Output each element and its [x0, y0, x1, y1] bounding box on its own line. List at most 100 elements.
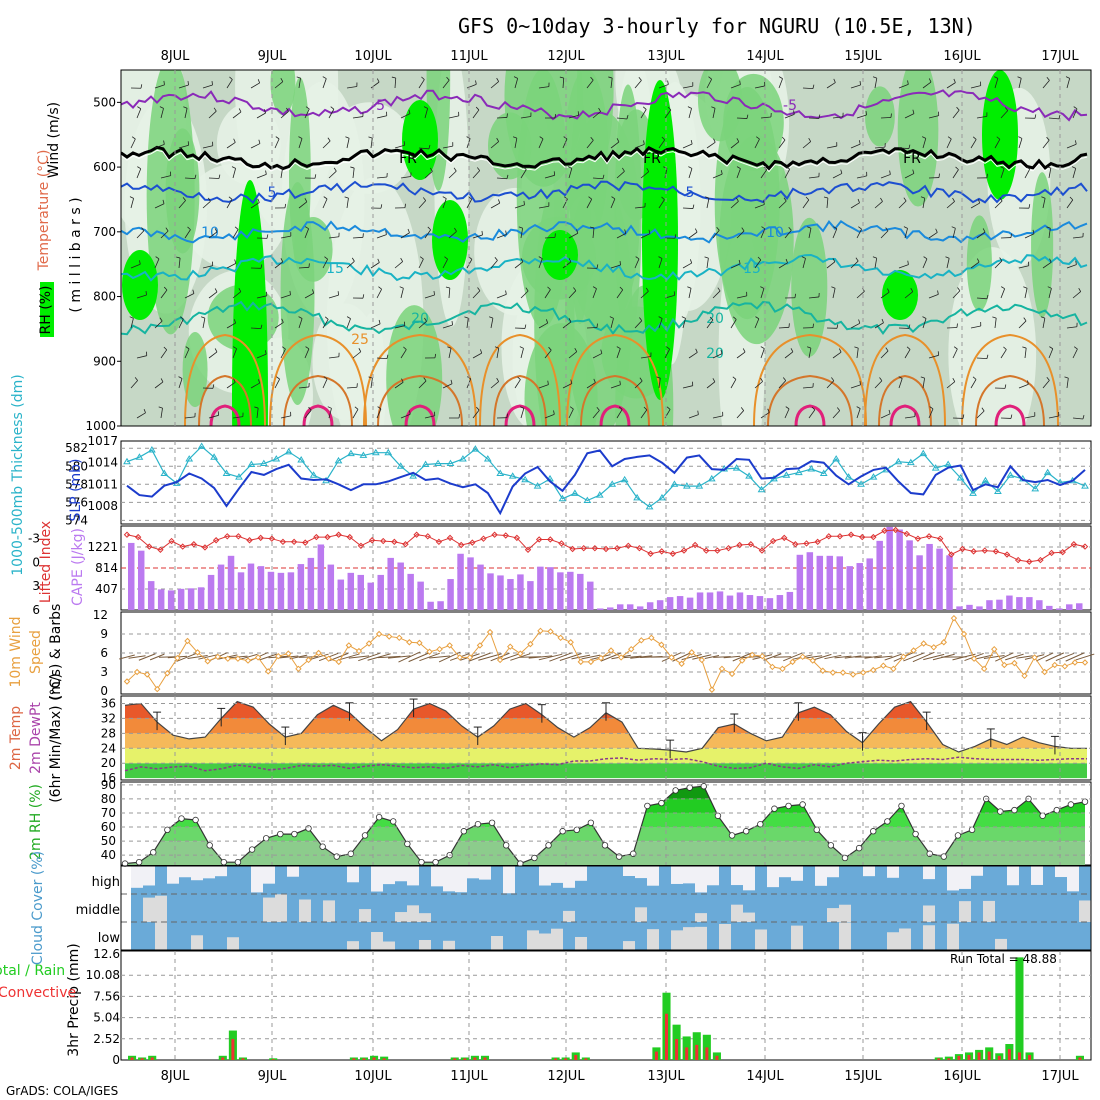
temperature-contour [121, 89, 1088, 122]
wind-barb [520, 408, 525, 419]
wind-barb [424, 170, 433, 179]
wind-barb [304, 348, 310, 359]
precip-conv-label: Convective [0, 985, 76, 1001]
contour-label: 15 [326, 261, 344, 277]
wind-barb [592, 353, 603, 359]
thickness-point [794, 468, 803, 476]
wind-barb-feather [424, 317, 427, 322]
wind-speed-point [295, 665, 302, 673]
wind-barb [136, 108, 142, 119]
precip-convective-bar [130, 1057, 134, 1060]
thickness-point [384, 448, 393, 456]
humidity-point [940, 853, 948, 860]
wind-barb-feather [163, 346, 168, 351]
humidity-point [1039, 812, 1046, 819]
wind-barb-feather [953, 346, 958, 350]
rh-saturated-column [402, 100, 438, 180]
wind-barb-feather [554, 114, 557, 119]
wind-barb-feather [872, 256, 877, 259]
warm-contour-30 [283, 374, 353, 426]
warm-contour-25 [961, 333, 1059, 426]
cape-bar [287, 572, 295, 610]
wind-barb [490, 260, 498, 269]
lifted-index-point [513, 534, 521, 542]
thickness-point [1043, 468, 1052, 476]
wind-barb-feather [260, 264, 263, 269]
wind-barb-feather [760, 377, 763, 382]
cape-bar [926, 543, 933, 610]
wind-barb [712, 108, 716, 119]
wind-barb [1018, 78, 1022, 89]
rh-y-tick: 80 [101, 792, 116, 806]
wind-barb [352, 351, 362, 359]
temp-label-3: (6hr Min/Max) (°C) [48, 673, 64, 803]
wind-barb [322, 378, 328, 389]
wind-barb-feather [608, 76, 613, 79]
rh-y-tick: 40 [101, 848, 116, 862]
warm-contour-25 [753, 333, 867, 426]
wind-barb [874, 78, 878, 89]
wind-barb-feather [955, 166, 959, 170]
wind-barb-feather [442, 196, 447, 199]
wind-barb-feather [176, 256, 181, 259]
wind-barb [280, 168, 283, 179]
precip-convective-bar [453, 1058, 457, 1060]
wind-barb [1048, 288, 1052, 299]
cape-bar [147, 581, 155, 610]
wind-barb-feather [600, 349, 603, 354]
wind-barb [640, 290, 649, 299]
wind-barb [160, 108, 164, 119]
humidity-point [785, 802, 792, 810]
wind-barb [754, 381, 763, 389]
wind-barb [160, 175, 171, 179]
wind-barb [922, 378, 926, 389]
wind-barb [520, 116, 531, 119]
wind-barb [922, 258, 928, 269]
wind-barb-feather [1034, 114, 1037, 119]
precip-convective-bar [473, 1057, 477, 1060]
wind-speed-point [1021, 672, 1028, 680]
cloud-cell [407, 905, 419, 922]
lifted-index-point [636, 544, 643, 552]
wind-barb-feather [421, 76, 425, 80]
wind-barb-feather [740, 407, 745, 411]
wind-barb [442, 145, 453, 149]
wind-barb [904, 173, 915, 179]
wind-barb [763, 653, 782, 661]
wind-barb-feather [218, 174, 221, 179]
cape-bar [876, 540, 883, 610]
wind-barb-feather [419, 256, 424, 260]
wind-barb-feather [563, 136, 568, 140]
lifted-index-point [1081, 543, 1089, 550]
thickness-line [126, 445, 1086, 508]
wind-barb [880, 230, 889, 239]
cloud-cell [731, 904, 743, 922]
wind-barb [736, 351, 746, 359]
wind-barb-feather [639, 317, 643, 321]
wind-barb [706, 141, 716, 149]
cloud-cell [623, 941, 635, 950]
wind-barb-feather [781, 136, 786, 141]
wind-barb [658, 318, 663, 329]
wind-barb [418, 200, 427, 209]
wind-barb [970, 379, 977, 389]
wind-barb-feather [767, 408, 770, 413]
cloud-cell [443, 866, 455, 892]
thickness-point [658, 493, 666, 501]
wind-barb [322, 140, 331, 149]
rh-moist-patch [864, 86, 895, 147]
wind-barb [208, 291, 218, 299]
humidity-point [390, 818, 397, 825]
wind-barb [1048, 117, 1059, 120]
thickness-point [969, 489, 977, 496]
pressure-ylabels: 1000-500mb Thickness (dm) SLP (mb) [10, 374, 84, 575]
wind-speed-point [133, 668, 141, 676]
wind-barb [202, 265, 213, 269]
wind-barb [544, 413, 555, 419]
wind-barb [826, 380, 835, 389]
wind-barb-feather [427, 226, 431, 231]
cape-bar [796, 554, 804, 610]
wind-barb [1072, 348, 1078, 359]
